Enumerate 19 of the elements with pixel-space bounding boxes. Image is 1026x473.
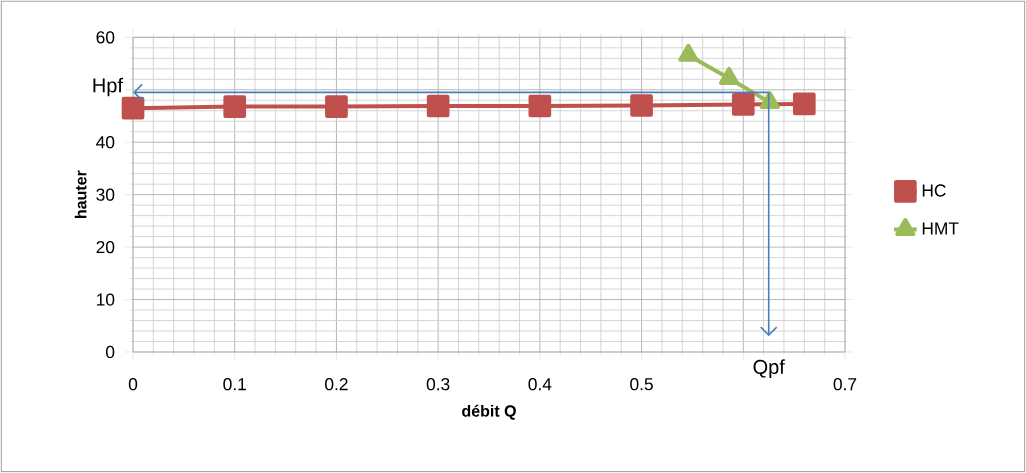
x-tick-label: 0 — [128, 378, 138, 391]
y-axis-title: hauter — [74, 170, 87, 218]
y-tick-label: 60 — [96, 31, 115, 44]
x-tick-label: 0.1 — [223, 378, 246, 391]
x-tick-label: 0.2 — [325, 378, 348, 391]
y-tick-label: 0 — [105, 345, 115, 359]
y-tick-label: 30 — [96, 188, 115, 201]
y-tick-label: 20 — [96, 240, 115, 254]
y-tick-label: 40 — [96, 136, 115, 149]
y-tick-label: 10 — [97, 293, 115, 306]
x-tick-label: 0.7 — [833, 378, 857, 391]
x-tick-label: 0.5 — [630, 378, 653, 391]
x-tick-label: 0.3 — [426, 378, 450, 391]
x-axis-title: débit Q — [462, 404, 516, 420]
x-tick-label: 0.4 — [528, 378, 552, 391]
ref-line-label: Qpf — [753, 359, 785, 378]
legend-label: HMT — [922, 222, 959, 235]
ref-line-label: Hpf — [93, 77, 123, 97]
legend-label: HC — [922, 184, 946, 197]
